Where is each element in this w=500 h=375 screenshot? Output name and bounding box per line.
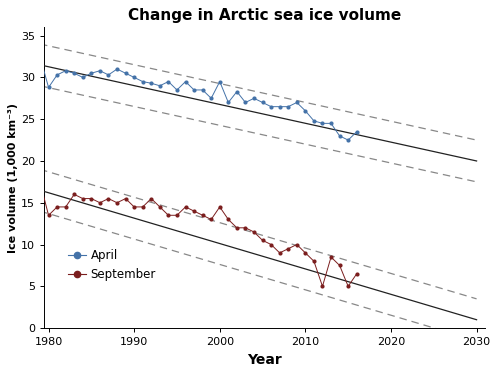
X-axis label: Year: Year (248, 352, 282, 367)
Legend: April, September: April, September (64, 245, 160, 286)
Title: Change in Arctic sea ice volume: Change in Arctic sea ice volume (128, 8, 402, 23)
Y-axis label: Ice volume (1,000 km⁻³): Ice volume (1,000 km⁻³) (8, 103, 18, 253)
